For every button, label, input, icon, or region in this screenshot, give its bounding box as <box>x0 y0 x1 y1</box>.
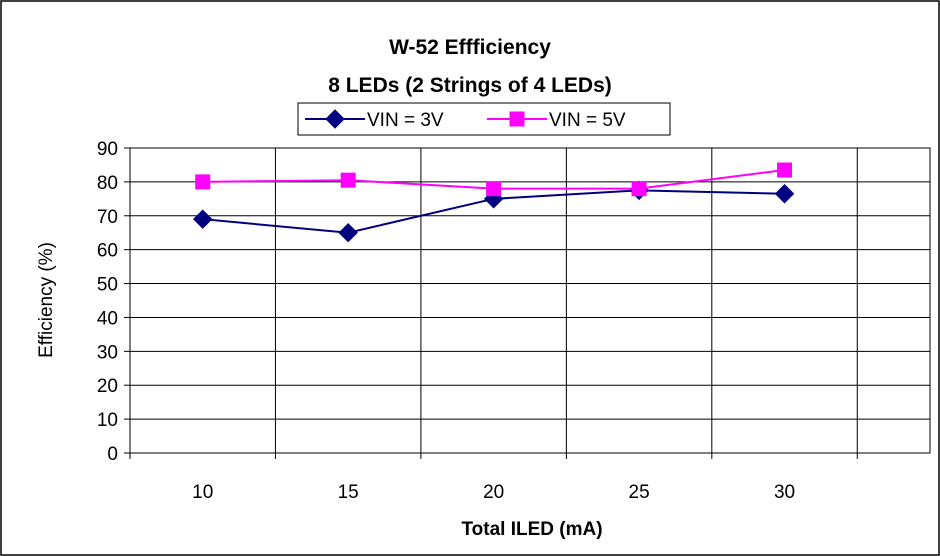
legend-label: VIN = 3V <box>367 110 444 131</box>
y-tick-label: 10 <box>97 410 118 431</box>
y-axis-ticks: 0 10 20 30 40 50 60 70 80 90 <box>97 139 130 465</box>
chart-subtitle: 8 LEDs (2 Strings of 4 LEDs) <box>328 74 612 97</box>
series-layer <box>193 162 795 243</box>
square-data-point <box>195 174 211 190</box>
y-tick-label: 80 <box>97 173 118 194</box>
x-tick-label: 15 <box>338 482 359 503</box>
legend: VIN = 3V VIN = 5V <box>297 102 671 136</box>
diamond-data-point <box>774 184 795 204</box>
x-axis-ticks: 10 15 20 25 30 <box>129 453 858 503</box>
y-tick-label: 0 <box>107 444 118 465</box>
y-tick-label: 60 <box>97 241 118 262</box>
x-tick-label: 20 <box>483 482 504 503</box>
diamond-data-point <box>338 223 358 243</box>
chart-title: W-52 Effficiency <box>389 36 551 59</box>
y-axis-title: Efficiency (%) <box>36 242 57 358</box>
plot-area: 0 10 20 30 40 50 60 70 80 90 10 15 20 25 30 <box>97 139 931 503</box>
y-tick-label: 30 <box>97 342 118 363</box>
plot-frame <box>129 147 931 454</box>
diamond-data-point <box>193 209 213 229</box>
y-tick-label: 50 <box>97 275 118 296</box>
x-axis-title: Total ILED (mA) <box>461 519 602 540</box>
square-data-point <box>486 181 502 197</box>
square-data-point <box>777 162 793 178</box>
gridlines <box>130 148 930 453</box>
y-tick-label: 70 <box>97 207 118 228</box>
x-tick-label: 10 <box>192 482 213 503</box>
legend-marker <box>325 109 345 129</box>
y-tick-label: 40 <box>97 308 118 329</box>
square-data-point <box>631 181 647 197</box>
x-tick-label: 30 <box>774 482 795 503</box>
legend-label: VIN = 5V <box>549 110 626 131</box>
legend-entry: VIN = 3V <box>305 109 444 131</box>
legend-marker <box>509 111 525 127</box>
series-2 <box>195 162 793 197</box>
legend-entry: VIN = 5V <box>487 110 626 131</box>
y-tick-label: 90 <box>97 139 118 160</box>
y-tick-label: 20 <box>97 376 118 397</box>
square-data-point <box>340 172 356 188</box>
x-tick-label: 25 <box>629 482 650 503</box>
